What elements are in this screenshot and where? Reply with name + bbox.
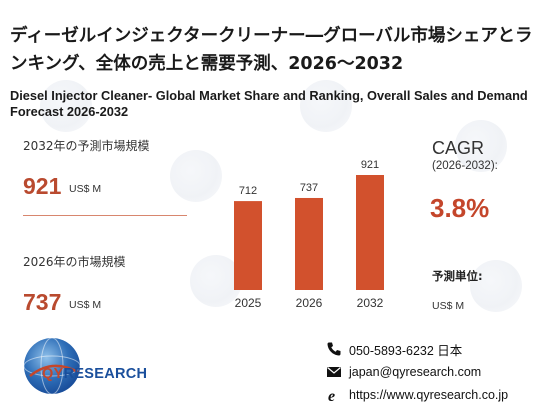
x-tick-2032: 2032 (357, 296, 384, 310)
x-tick-2025: 2025 (235, 296, 262, 310)
phone-number: 050-5893-6232 日本 (349, 343, 463, 358)
title-english: Diesel Injector Cleaner- Global Market S… (10, 88, 528, 119)
forecast-unit-value: US$ M (432, 300, 465, 312)
watermark-logo (300, 80, 352, 132)
logo-text-qy: QY (42, 366, 64, 382)
watermark-logo (455, 120, 507, 172)
forecast-size-value: 921 (23, 173, 62, 199)
contact-phone: 050-5893-6232 日本 (326, 340, 462, 358)
forecast-unit-label: 予測単位: (432, 269, 483, 283)
phone-icon (327, 342, 341, 356)
watermark-logo (170, 150, 222, 202)
cagr-range: (2026-2032): (432, 160, 498, 172)
qyresearch-globe-logo (23, 337, 81, 395)
logo-text-research: RESEARCH (63, 366, 148, 382)
current-size-label: 2026年の市場規模 (23, 255, 126, 269)
watermark-logo (40, 80, 92, 132)
current-size-unit: US$ M (69, 299, 102, 311)
bar-2025 (234, 201, 262, 290)
svg-text:e: e (328, 388, 335, 403)
web-icon: e (328, 388, 335, 403)
bar-2026 (295, 197, 323, 290)
current-size-value: 737 (23, 289, 62, 315)
data-label-2025: 712 (239, 185, 257, 197)
email-link[interactable]: japan@qyresearch.com (349, 365, 482, 379)
divider-line (23, 215, 187, 216)
forecast-size-unit: US$ M (69, 183, 102, 195)
watermark-logo (470, 260, 522, 312)
email-icon (327, 367, 341, 377)
bar-2032 (356, 175, 384, 290)
x-tick-2026: 2026 (296, 296, 323, 310)
cagr-label: CAGR (432, 138, 485, 158)
data-label-2026: 737 (300, 182, 318, 194)
watermark-logo (190, 255, 242, 307)
cagr-value: 3.8% (430, 193, 490, 223)
title-japanese: ディーゼルインジェクタークリーナー―グローバル市場シェアとランキング、全体の売上… (10, 26, 533, 74)
contact-email: japan@qyresearch.com (326, 363, 481, 381)
logo-text: QYRESEARCH (42, 366, 147, 382)
data-label-2032: 921 (361, 159, 379, 171)
website-link[interactable]: https://www.qyresearch.co.jp (349, 388, 509, 402)
contact-website: e https://www.qyresearch.co.jp (326, 386, 508, 404)
forecast-size-label: 2032年の予測市場規模 (23, 139, 150, 153)
